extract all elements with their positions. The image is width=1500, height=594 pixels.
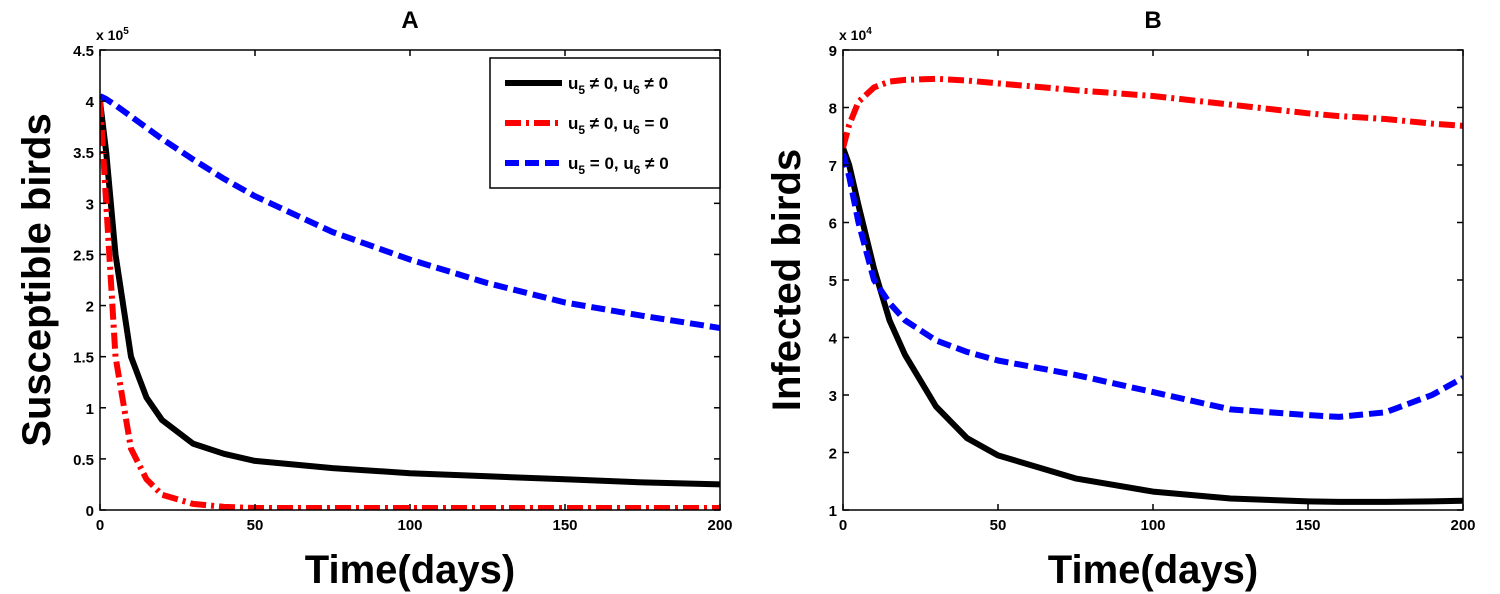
x-tick-label: 200 <box>707 517 732 534</box>
legend-entry: u5 ≠ 0, u6 ≠ 0 <box>568 74 668 97</box>
y-tick-label: 3.5 <box>73 145 94 162</box>
y-axis-label: Infected birds <box>765 149 809 411</box>
y-axis-label: Susceptible birds <box>15 113 59 446</box>
chart-title: A <box>401 7 418 34</box>
y-tick-label: 2.5 <box>73 247 94 264</box>
legend-entry: u5 = 0, u6 ≠ 0 <box>568 154 669 177</box>
legend: u5 ≠ 0, u6 ≠ 0 u5 ≠ 0, u6 = 0 u5 = 0, u6 ≠… <box>489 57 721 189</box>
x-tick-label: 200 <box>1450 517 1475 534</box>
y-tick-label: 1 <box>829 503 837 520</box>
y-tick-label: 1.5 <box>73 350 94 367</box>
y-tick-label: 3 <box>829 388 837 405</box>
x-tick-label: 150 <box>1295 517 1320 534</box>
x-tick-label: 150 <box>552 517 577 534</box>
chart-title: B <box>1144 7 1161 34</box>
series-line-3 <box>100 93 720 331</box>
y-tick-label: 9 <box>829 43 837 60</box>
x-tick-label: 100 <box>1140 517 1165 534</box>
axes-frame <box>842 49 1464 511</box>
x-tick-label: 50 <box>990 517 1007 534</box>
legend-entry: u5 ≠ 0, u6 = 0 <box>568 114 669 137</box>
y-tick-label: 5 <box>829 273 837 290</box>
y-tick-label: 2 <box>86 299 94 316</box>
series-line-1 <box>100 100 720 488</box>
y-multiplier: x 105 <box>96 26 129 43</box>
y-tick-label: 2 <box>829 446 837 463</box>
x-axis-label: Time(days) <box>1048 548 1258 592</box>
y-tick-label: 6 <box>829 216 837 233</box>
series-line-3 <box>843 152 1463 420</box>
y-tick-label: 3 <box>86 196 94 213</box>
x-tick-label: 0 <box>839 517 847 534</box>
y-multiplier: x 104 <box>839 26 872 43</box>
y-tick-label: 0.5 <box>73 452 94 469</box>
y-tick-label: 7 <box>829 158 837 175</box>
y-tick-label: 1 <box>86 401 94 418</box>
panel-a-chart: 0 50 100 150 200 0 0.5 1 1.5 2 2.5 3 3.5 4 4.5x 105 A Ti… <box>15 7 733 592</box>
x-tick-label: 50 <box>247 517 264 534</box>
series-line-1 <box>843 146 1463 505</box>
y-tick-label: 4 <box>86 94 95 111</box>
series-line-2 <box>843 75 1463 149</box>
x-tick-label: 100 <box>397 517 422 534</box>
y-tick-label: 8 <box>829 101 837 118</box>
panel-b-chart: 0 50 100 150 200 1 2 3 4 5 6 7 8 9x 104 B Time(days) Inf… <box>765 7 1476 592</box>
x-axis-label: Time(days) <box>305 548 515 592</box>
x-tick-label: 0 <box>96 517 104 534</box>
y-tick-label: 4.5 <box>73 43 94 60</box>
series-line-2 <box>100 100 720 510</box>
y-tick-label: 4 <box>829 331 838 348</box>
y-tick-label: 0 <box>86 503 94 520</box>
